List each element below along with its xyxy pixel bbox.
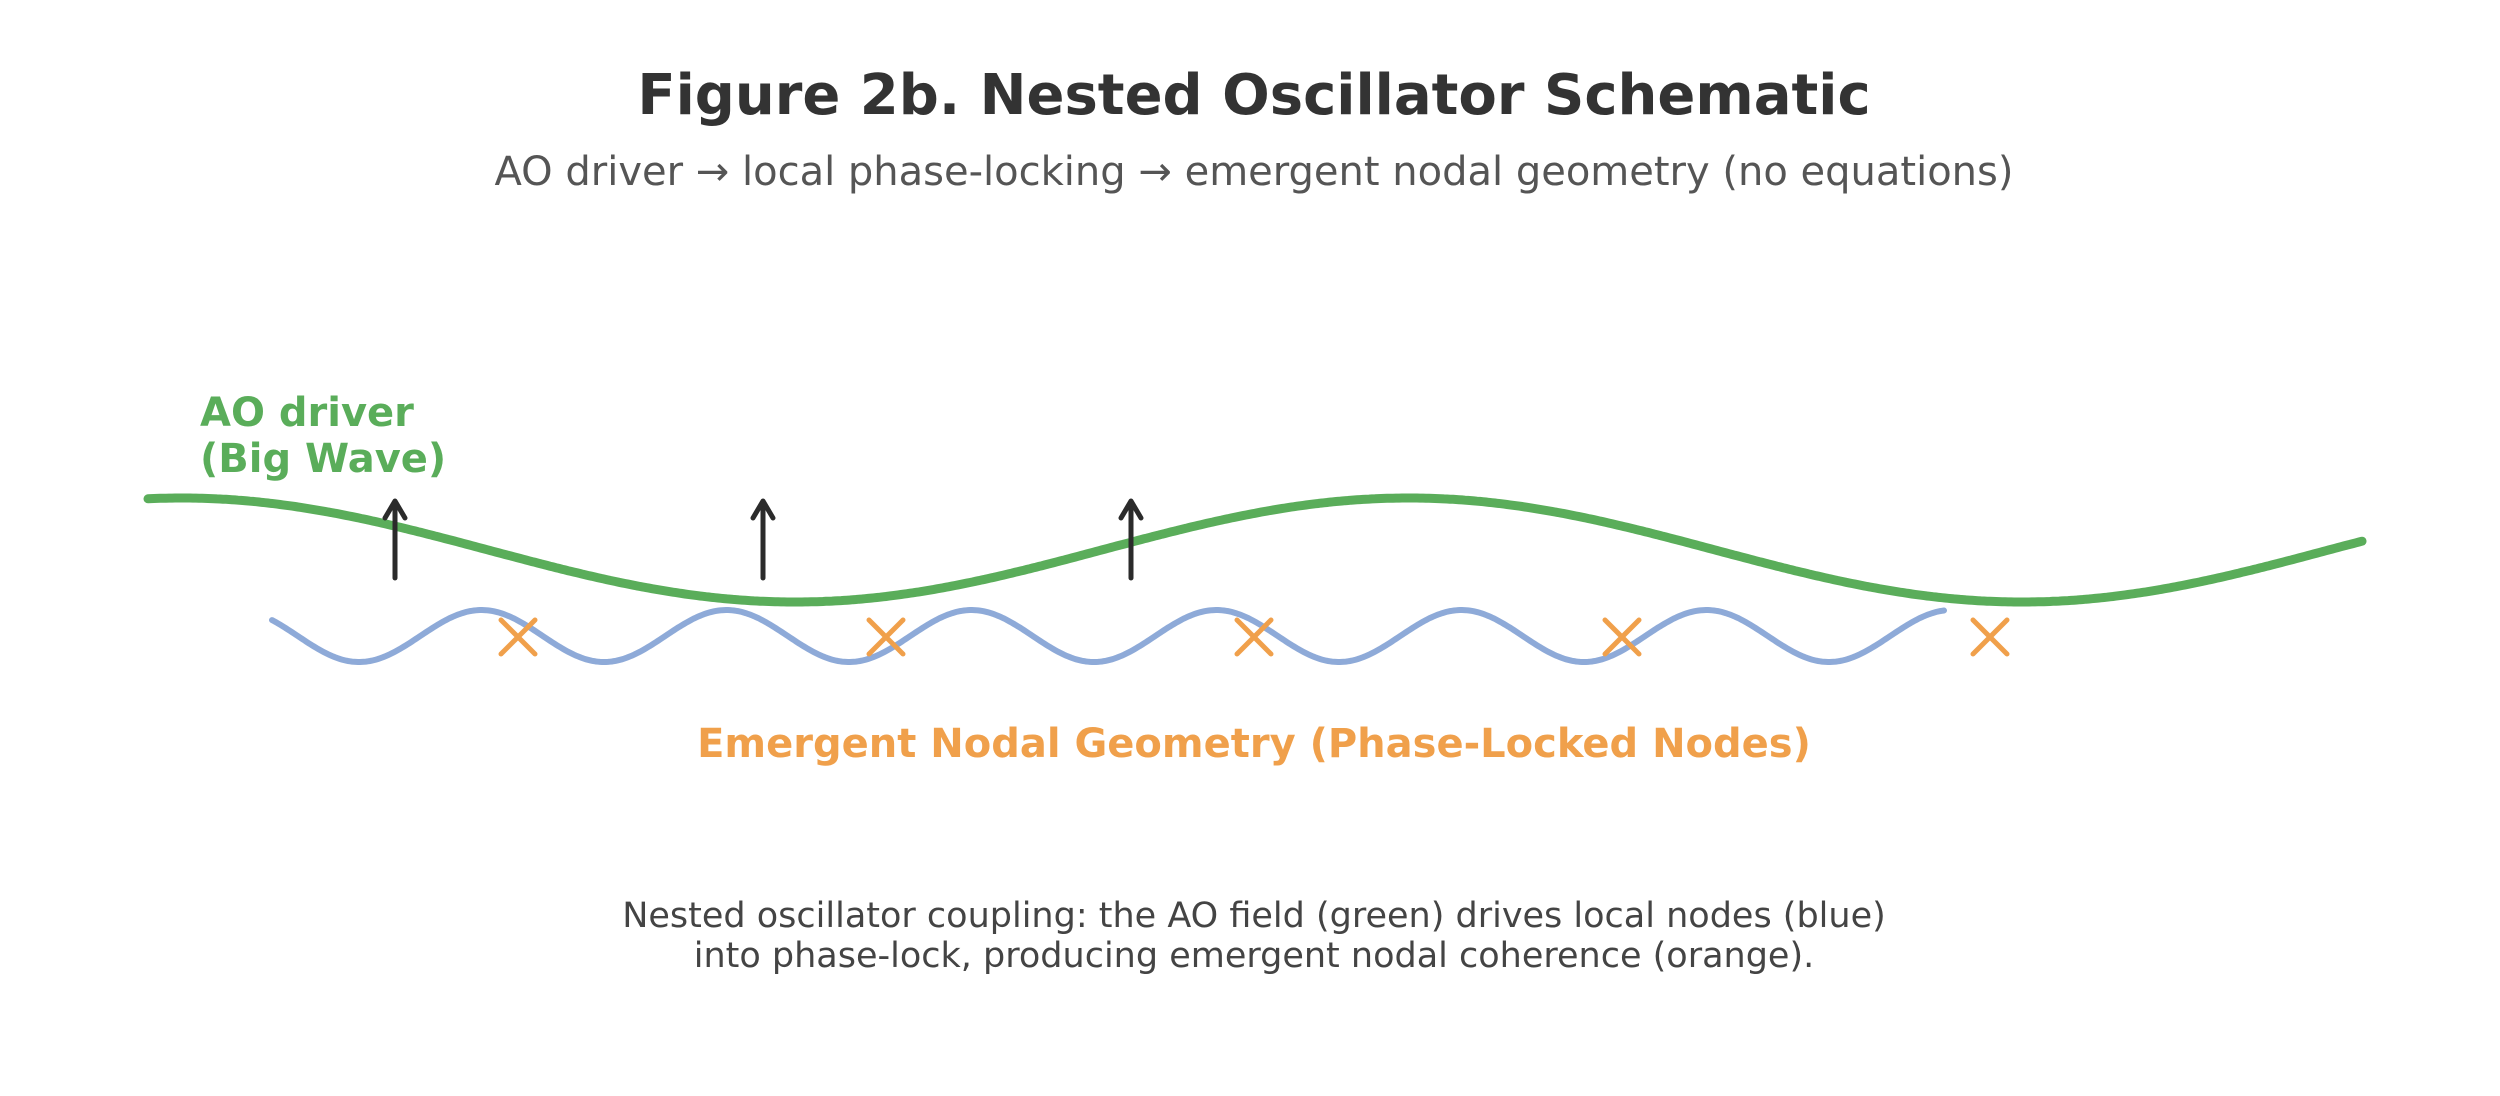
node-marker-4 [1602,617,1642,657]
driver-arrow-2 [750,498,776,581]
driver-arrows [382,498,1144,581]
driver-arrow-3 [1118,498,1144,581]
figure-subtitle: AO driver → local phase-locking → emerge… [495,149,2014,195]
driver-label-line1: AO driver [200,390,414,436]
figure-title: Figure 2b. Nested Oscillator Schematic [637,63,1870,128]
local-nodes-wave [269,607,1947,665]
driver-arrow-1 [382,498,408,581]
nodal-geometry-label: Emergent Nodal Geometry (Phase-Locked No… [697,721,1811,767]
node-marker-1 [498,617,538,657]
driver-label-line2: (Big Wave) [200,436,446,482]
caption-line2: into phase-lock, producing emergent noda… [694,936,1815,976]
caption-line1: Nested oscillator coupling: the AO field… [622,896,1886,936]
node-marker-3 [1234,617,1274,657]
ao-driver-wave [143,493,2367,607]
node-marker-2 [866,617,906,657]
phase-locked-nodes [498,617,2010,657]
node-marker-5 [1970,617,2010,657]
